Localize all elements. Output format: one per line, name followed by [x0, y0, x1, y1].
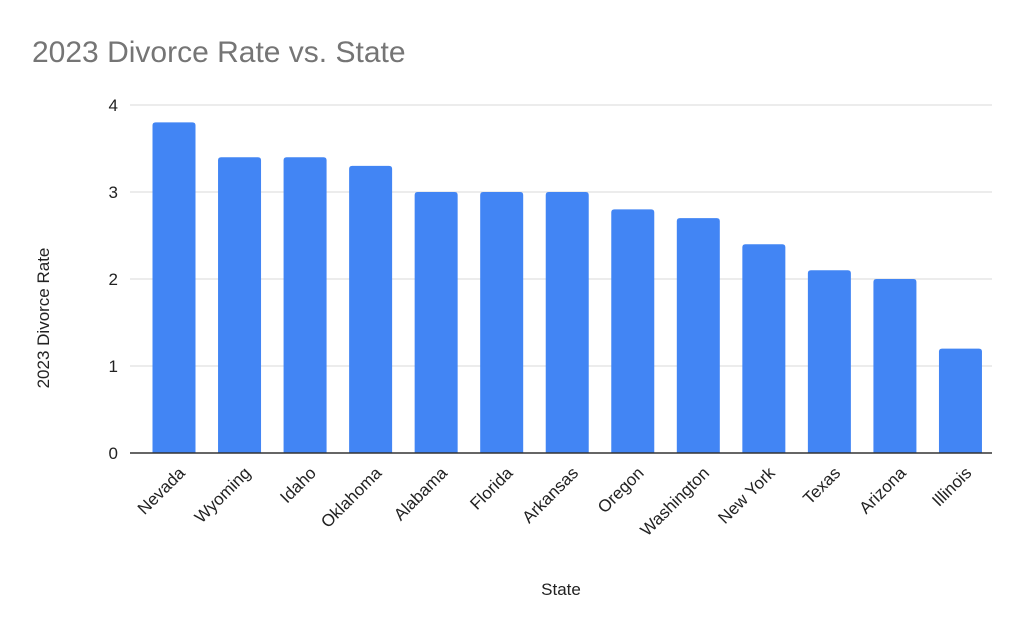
bar — [283, 157, 327, 453]
x-tick-label: New York — [714, 463, 779, 528]
x-tick-label: Idaho — [276, 463, 320, 507]
bar — [742, 244, 786, 453]
bar — [414, 192, 458, 453]
x-tick-label: Oklahoma — [317, 463, 386, 532]
chart-title: 2023 Divorce Rate vs. State — [32, 36, 406, 69]
x-tick-label: Nevada — [134, 463, 189, 518]
bar — [480, 192, 524, 453]
y-axis-ticks: 0 1 2 3 4 — [109, 96, 118, 463]
y-tick-label: 2 — [109, 270, 118, 289]
y-tick-label: 0 — [109, 444, 118, 463]
x-tick-label: Arkansas — [519, 463, 583, 527]
bar — [938, 348, 982, 453]
bar — [545, 192, 589, 453]
x-tick-label: Alabama — [390, 463, 451, 524]
x-tick-label: Florida — [466, 463, 517, 514]
bar — [676, 218, 720, 453]
y-tick-label: 4 — [109, 96, 118, 115]
x-tick-label: Illinois — [928, 463, 975, 510]
bars — [152, 122, 982, 454]
bar — [611, 209, 655, 453]
y-tick-label: 1 — [109, 357, 118, 376]
x-tick-label: Texas — [799, 463, 844, 508]
x-tick-label: Washington — [637, 463, 713, 539]
bar — [152, 122, 196, 454]
x-tick-label: Arizona — [856, 463, 911, 518]
x-tick-label: Wyoming — [191, 463, 254, 526]
bar — [807, 270, 851, 453]
y-axis-title: 2023 Divorce Rate — [34, 248, 53, 389]
x-tick-label: Oregon — [594, 463, 648, 517]
x-axis-title: State — [541, 580, 581, 599]
bar — [349, 165, 393, 453]
bar — [873, 279, 917, 453]
bar — [218, 157, 262, 453]
y-tick-label: 3 — [109, 183, 118, 202]
